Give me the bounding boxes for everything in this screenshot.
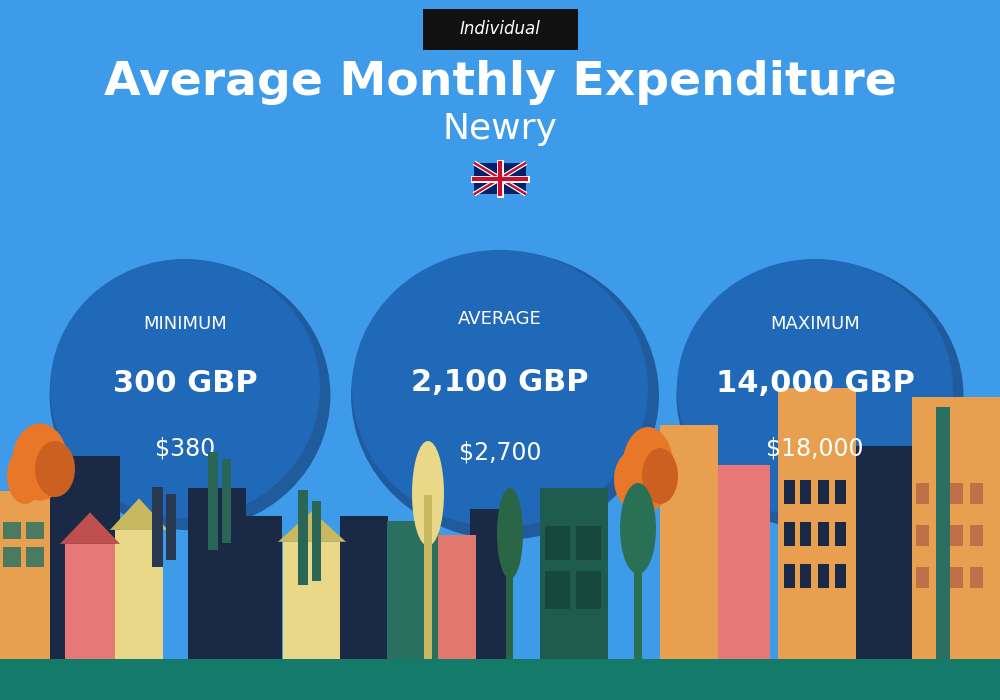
Bar (970, 483, 983, 504)
Bar (835, 522, 846, 546)
Ellipse shape (686, 338, 770, 425)
Ellipse shape (352, 250, 648, 527)
Bar (470, 509, 508, 659)
Bar (50, 456, 120, 659)
Bar (115, 530, 163, 659)
Bar (634, 530, 642, 659)
Ellipse shape (622, 427, 674, 511)
Polygon shape (278, 511, 346, 542)
Bar (818, 564, 829, 588)
Text: MINIMUM: MINIMUM (143, 315, 227, 332)
Bar (26, 547, 44, 567)
Bar (438, 535, 476, 659)
Bar (835, 480, 846, 504)
Ellipse shape (173, 318, 283, 424)
Bar (835, 564, 846, 588)
Ellipse shape (696, 317, 820, 432)
Bar (26, 522, 44, 539)
Bar (166, 494, 176, 560)
Bar (660, 425, 718, 659)
Bar (950, 525, 963, 546)
Bar (208, 452, 218, 550)
Bar (424, 495, 432, 659)
Ellipse shape (412, 441, 444, 546)
Bar (970, 525, 983, 546)
Polygon shape (110, 498, 168, 530)
Bar (916, 567, 929, 588)
Bar (784, 480, 795, 504)
Bar (784, 564, 795, 588)
Text: Individual: Individual (460, 20, 540, 38)
Bar (916, 525, 929, 546)
Ellipse shape (614, 452, 650, 508)
Text: 14,000 GBP: 14,000 GBP (716, 369, 914, 398)
Ellipse shape (12, 424, 68, 500)
Ellipse shape (35, 441, 75, 497)
Bar (540, 488, 608, 659)
Bar (784, 522, 795, 546)
Ellipse shape (162, 337, 238, 419)
Bar (0, 659, 1000, 700)
Ellipse shape (642, 448, 678, 504)
Ellipse shape (7, 448, 43, 504)
Bar (283, 542, 341, 659)
Text: $380: $380 (155, 436, 215, 460)
Text: MAXIMUM: MAXIMUM (770, 315, 860, 332)
Bar (950, 483, 963, 504)
Text: $18,000: $18,000 (766, 436, 864, 460)
Bar (818, 522, 829, 546)
Ellipse shape (50, 261, 330, 530)
Bar (950, 567, 963, 588)
Bar (778, 388, 856, 659)
Text: AVERAGE: AVERAGE (458, 310, 542, 328)
Bar (0, 491, 55, 659)
Bar (152, 486, 163, 567)
Polygon shape (60, 512, 120, 544)
Bar (916, 483, 929, 504)
Text: $2,700: $2,700 (459, 440, 541, 464)
Bar (506, 535, 513, 659)
Bar (912, 397, 1000, 659)
FancyBboxPatch shape (422, 9, 578, 50)
Bar (576, 570, 601, 609)
Text: 2,100 GBP: 2,100 GBP (411, 368, 589, 398)
Bar (545, 526, 570, 560)
Bar (818, 480, 829, 504)
Bar (222, 458, 231, 542)
Bar (856, 446, 914, 659)
Ellipse shape (178, 357, 278, 434)
Bar (242, 516, 282, 659)
Bar (3, 547, 21, 567)
Bar (545, 570, 570, 609)
Bar (800, 480, 811, 504)
Ellipse shape (497, 488, 523, 579)
Bar (474, 163, 526, 194)
Bar (800, 522, 811, 546)
Bar (65, 544, 115, 659)
Text: 300 GBP: 300 GBP (113, 369, 257, 398)
Bar (298, 490, 308, 584)
Bar (312, 500, 321, 581)
Ellipse shape (676, 261, 964, 530)
Bar (800, 564, 811, 588)
Ellipse shape (703, 360, 813, 438)
Bar (340, 516, 388, 659)
Ellipse shape (220, 337, 296, 419)
Bar (387, 521, 439, 659)
Bar (970, 567, 983, 588)
Bar (576, 526, 601, 560)
Ellipse shape (351, 251, 659, 540)
Bar (718, 465, 770, 659)
Bar (3, 522, 21, 539)
Ellipse shape (620, 483, 656, 574)
Ellipse shape (677, 259, 953, 518)
Bar (936, 407, 950, 659)
Ellipse shape (748, 337, 828, 421)
Ellipse shape (50, 259, 320, 518)
Bar (188, 488, 246, 659)
Text: Newry: Newry (443, 113, 557, 146)
Text: Average Monthly Expenditure: Average Monthly Expenditure (104, 60, 896, 105)
